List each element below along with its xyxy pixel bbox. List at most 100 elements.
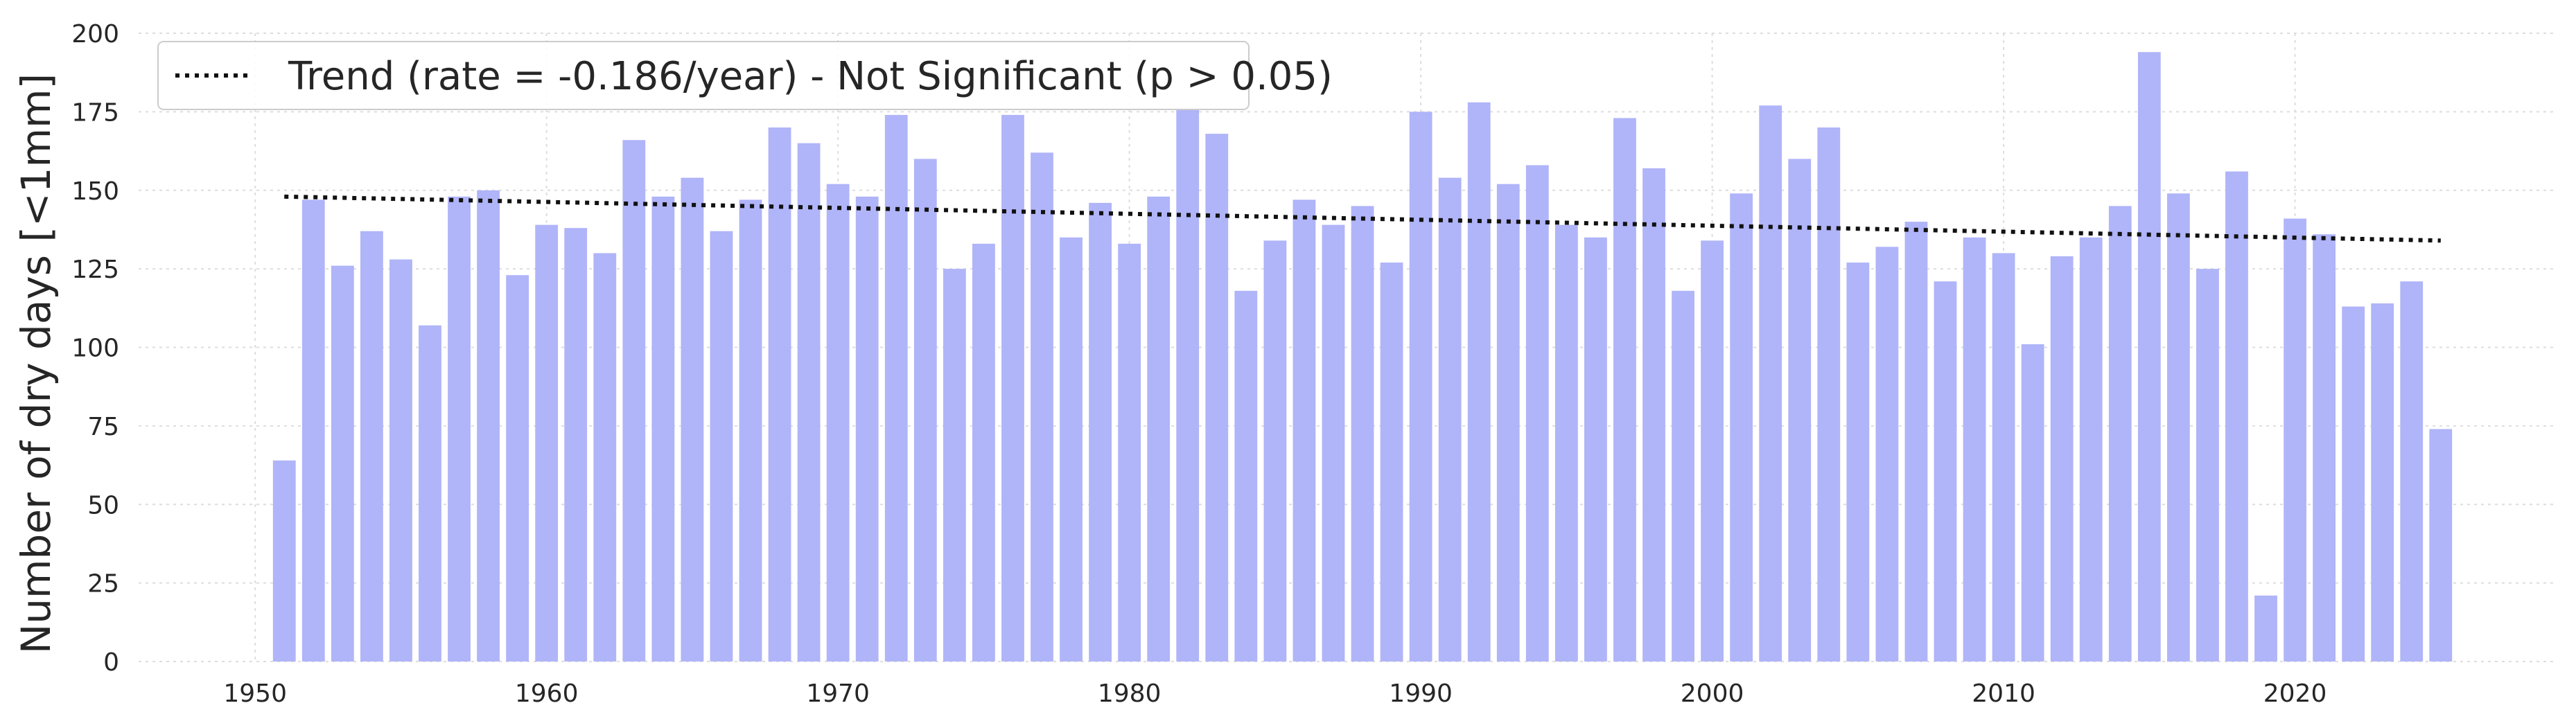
bar	[1351, 206, 1374, 662]
bar-series	[272, 52, 2453, 662]
bar	[1904, 222, 1928, 662]
bar	[1438, 177, 1462, 662]
bar	[1584, 237, 1607, 662]
bar	[1963, 237, 1986, 662]
bar	[2313, 234, 2336, 662]
bar	[1031, 152, 1053, 662]
bar	[1672, 290, 1694, 662]
bar	[1118, 243, 1141, 662]
bar	[477, 190, 500, 662]
bar	[360, 231, 383, 662]
x-axis-ticks: 1950 1960 1970 1980 1990 2000 2010 2020	[223, 680, 2327, 708]
x-tick-label: 1970	[806, 680, 870, 708]
bar	[2429, 429, 2453, 662]
bar	[913, 159, 937, 662]
bar	[2342, 306, 2365, 662]
bar	[2400, 281, 2424, 662]
bar	[419, 325, 441, 662]
bar	[1992, 253, 2015, 662]
grid-lines	[139, 33, 2557, 662]
y-tick-label: 150	[71, 177, 119, 206]
y-tick-label: 50	[87, 491, 119, 520]
bar	[651, 196, 675, 662]
bar	[535, 224, 559, 662]
bar	[1409, 112, 1432, 662]
bar	[1467, 102, 1491, 662]
bar	[1322, 224, 1345, 662]
y-axis-ticks: 0 25 50 75 100 125 150 175 200	[71, 20, 119, 677]
bar	[1001, 114, 1024, 662]
legend-trend-label: Trend (rate = -0.186/year) - Not Signifi…	[288, 54, 1333, 99]
bar	[2166, 193, 2190, 662]
bar	[2050, 256, 2074, 662]
bar	[2108, 206, 2132, 662]
bar	[2137, 52, 2161, 662]
bar	[681, 177, 704, 662]
bar	[1176, 108, 1200, 662]
x-tick-label: 2020	[2263, 680, 2327, 708]
bar	[2079, 237, 2103, 662]
bar	[1263, 240, 1287, 662]
bar	[1875, 247, 1899, 662]
y-tick-label: 0	[103, 648, 119, 677]
bar	[564, 228, 588, 662]
bar	[2196, 269, 2219, 662]
bar	[1293, 199, 1316, 662]
y-tick-label: 175	[71, 98, 119, 127]
y-tick-label: 100	[71, 335, 119, 363]
bar	[739, 199, 762, 662]
bar	[389, 259, 412, 662]
bar	[1205, 134, 1229, 662]
bar	[797, 143, 821, 662]
bar	[593, 253, 617, 662]
bar	[622, 140, 646, 662]
x-tick-label: 1950	[223, 680, 287, 708]
bar	[1380, 263, 1403, 662]
bar	[1613, 118, 1636, 662]
y-tick-label: 25	[87, 570, 119, 598]
x-tick-label: 1980	[1098, 680, 1162, 708]
x-tick-label: 2000	[1681, 680, 1744, 708]
y-tick-label: 125	[71, 256, 119, 284]
trend-line	[284, 194, 2441, 243]
x-tick-label: 1990	[1389, 680, 1453, 708]
bar	[506, 275, 529, 662]
bar	[1817, 127, 1841, 662]
bar	[943, 269, 966, 662]
x-tick-label: 1960	[515, 680, 579, 708]
bar	[2021, 344, 2044, 662]
y-tick-label: 75	[87, 413, 119, 441]
bar	[1701, 240, 1724, 662]
bar	[1642, 168, 1665, 662]
bar	[826, 184, 850, 662]
bar	[855, 196, 879, 662]
bar	[1554, 224, 1578, 662]
bar	[2284, 218, 2306, 662]
bar	[1147, 196, 1171, 662]
bar	[2371, 303, 2394, 662]
bar	[1934, 281, 1957, 662]
bar	[2254, 595, 2277, 662]
y-tick-label: 200	[71, 20, 119, 48]
bar	[1846, 263, 1870, 662]
bar	[1060, 237, 1083, 662]
bar	[301, 199, 325, 662]
x-tick-label: 2010	[1972, 680, 2035, 708]
bar	[1525, 165, 1549, 662]
bar	[884, 114, 908, 662]
bar	[272, 460, 296, 662]
bar	[1788, 159, 1812, 662]
bar	[331, 265, 354, 662]
bar	[710, 231, 733, 662]
bar	[972, 243, 995, 662]
bar	[448, 196, 471, 662]
bar	[1496, 184, 1520, 662]
y-axis-label: Number of dry days [<1mm]	[12, 73, 60, 654]
bar	[1234, 290, 1258, 662]
legend-box	[157, 41, 1250, 110]
bar	[1089, 202, 1112, 662]
bar	[768, 127, 791, 662]
bar	[2225, 171, 2248, 662]
bar	[1730, 193, 1753, 662]
